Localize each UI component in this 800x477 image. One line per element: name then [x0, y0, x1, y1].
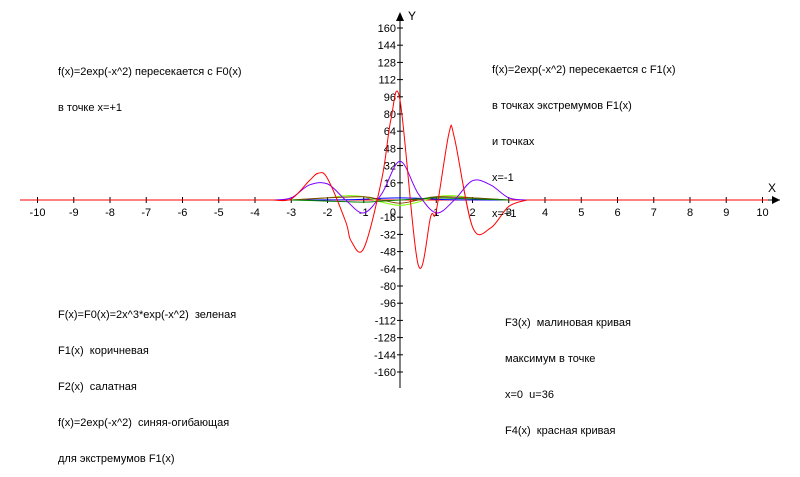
x-tick-label: -3: [286, 207, 296, 219]
note-line: F1(x) коричневая: [58, 345, 149, 357]
note-line: x=+1: [492, 208, 517, 220]
series-line: [291, 197, 509, 203]
origin-label: 0: [390, 207, 396, 219]
x-tick-label: -2: [323, 207, 333, 219]
y-tick-label: -32: [380, 229, 396, 241]
note-line: F2(x) салатная: [58, 381, 137, 393]
x-tick-label: -6: [178, 207, 188, 219]
x-tick-label: -4: [250, 207, 260, 219]
y-tick-label: 144: [378, 40, 396, 52]
x-tick-label: 8: [687, 207, 693, 219]
y-tick-label: -64: [380, 264, 396, 276]
note-line: F4(x) красная кривая: [505, 425, 616, 437]
note-line: x=0 u=36: [505, 389, 554, 401]
x-tick-label: 3: [506, 207, 512, 219]
y-tick-label: -96: [380, 298, 396, 310]
series-line: [273, 90, 528, 269]
x-tick-label: 6: [614, 207, 620, 219]
x-tick-label: -10: [30, 207, 46, 219]
series-line: [291, 197, 509, 201]
note-line: F(x)=F0(x)=2x^3*exp(-x^2) зеленая: [58, 309, 237, 321]
y-tick-label: 80: [384, 109, 396, 121]
y-tick-label: 16: [384, 178, 396, 190]
x-axis-label: X: [768, 181, 776, 195]
y-tick-label: 128: [378, 57, 396, 69]
x-tick-label: 7: [651, 207, 657, 219]
x-tick-label: 9: [723, 207, 729, 219]
note-top-right: f(x)=2exp(-x^2) пересекается с F1(x) в т…: [492, 40, 675, 232]
x-tick-label: -9: [69, 207, 79, 219]
curves: [20, 90, 768, 269]
y-tick-label: -112: [375, 315, 396, 327]
y-tick-label: -160: [374, 367, 396, 379]
note-bottom-left: F(x)=F0(x)=2x^3*exp(-x^2) зеленая F1(x) …: [58, 285, 236, 477]
note-line: максимум в точке: [505, 353, 596, 365]
note-line: в точках экстремумов F1(x): [492, 100, 632, 112]
y-tick-label: 64: [384, 126, 396, 138]
y-tick-label: -80: [380, 281, 396, 293]
note-top-left: f(x)=2exp(-x^2) пересекается с F0(x) в т…: [58, 42, 241, 126]
x-tick-label: -8: [105, 207, 115, 219]
note-line: x=-1: [492, 172, 514, 184]
x-tick-label: 5: [578, 207, 584, 219]
series-line: [273, 160, 527, 214]
y-tick-label: -144: [374, 350, 396, 362]
note-line: F3(x) малиновая кривая: [505, 317, 631, 329]
note-bottom-right: F3(x) малиновая кривая максимум в точке …: [505, 293, 631, 449]
y-tick-label: -16: [380, 212, 396, 224]
y-tick-label: -48: [380, 247, 396, 259]
x-tick-label: 4: [542, 207, 548, 219]
function-plot: -10 -9 -8 -7 -6 -5 -4 -3 -2 -1 1 2 3 4 5 6 7 8 9 1016014412…: [20, 9, 780, 388]
y-axis-arrow: [396, 12, 404, 21]
x-tick-label: 10: [756, 207, 768, 219]
note-line: f(x)=2exp(-x^2) пересекается с F1(x): [492, 64, 676, 76]
note-line: для экстремумов F1(x): [58, 453, 175, 465]
x-axis-arrow: [772, 196, 780, 204]
x-tick-label: -7: [141, 207, 151, 219]
y-tick-label: -128: [374, 333, 396, 345]
y-tick-label: 96: [384, 92, 396, 104]
y-axis-label: Y: [408, 9, 416, 23]
x-tick-label: 2: [469, 207, 475, 219]
note-line: в точке x=+1: [58, 102, 122, 114]
series-line: [291, 196, 509, 204]
note-line: и точках: [492, 136, 535, 148]
note-line: f(x)=2exp(-x^2) синяя-огибающая: [58, 417, 230, 429]
x-tick-label: -5: [214, 207, 224, 219]
y-tick-label: 112: [378, 75, 396, 87]
note-line: f(x)=2exp(-x^2) пересекается с F0(x): [58, 66, 242, 78]
y-tick-label: 160: [378, 23, 396, 35]
